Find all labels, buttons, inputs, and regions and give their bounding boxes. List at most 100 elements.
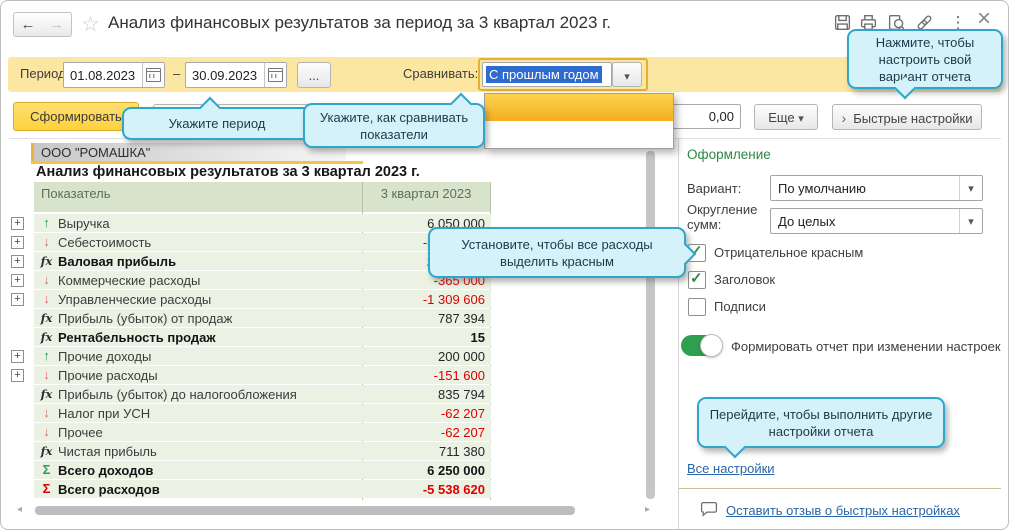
- tooltip-negative-red-text: Установите, чтобы все расходы выделить к…: [461, 236, 653, 269]
- more-button[interactable]: Еще: [754, 104, 818, 130]
- row-background: [34, 252, 491, 270]
- forward-button[interactable]: [42, 12, 72, 37]
- horizontal-scrollbar[interactable]: [35, 506, 575, 515]
- generate-button[interactable]: Сформировать: [13, 102, 139, 131]
- table-row[interactable]: Всего доходов 6 250 000: [11, 461, 491, 480]
- amount-input[interactable]: 0,00: [669, 104, 741, 129]
- table-row[interactable]: Прочие расходы -151 600: [11, 366, 491, 385]
- report-table: Выручка 6 050 000 Себестоимость -3 588 0…: [11, 214, 491, 499]
- dropdown-option[interactable]: [485, 94, 673, 121]
- company-name[interactable]: ООО "РОМАШКА": [41, 145, 151, 160]
- toggle-knob: [700, 334, 723, 357]
- chevron-down-icon[interactable]: [959, 176, 982, 200]
- expand-icon[interactable]: [11, 274, 24, 287]
- row-label: Валовая прибыль: [58, 254, 177, 269]
- row-type-icon: [38, 215, 55, 230]
- quick-settings-button[interactable]: Быстрые настройки: [832, 104, 982, 130]
- dropdown-option[interactable]: [485, 121, 673, 148]
- row-label: Прочие доходы: [58, 349, 152, 364]
- checkbox-option[interactable]: Заголовок: [688, 266, 863, 293]
- checkbox-option[interactable]: Подписи: [688, 293, 863, 320]
- expand-icon[interactable]: [11, 350, 24, 363]
- appearance-section-title: Оформление: [687, 147, 771, 162]
- table-row[interactable]: Валовая прибыль 2 462 000: [11, 252, 491, 271]
- report-title: Анализ финансовых результатов за 3 кварт…: [36, 164, 420, 180]
- close-icon[interactable]: [973, 9, 995, 31]
- feedback-link[interactable]: Оставить отзыв о быстрых настройках: [726, 503, 960, 518]
- row-type-icon: [38, 424, 55, 439]
- check-icon: [690, 269, 703, 287]
- expand-icon[interactable]: [11, 255, 24, 268]
- tooltip-compare: Укажите, как сравнивать показатели: [303, 92, 485, 148]
- panel-divider-vertical: [678, 139, 679, 529]
- calendar-glyph-icon: [268, 68, 283, 82]
- quick-settings-label: Быстрые настройки: [853, 111, 973, 126]
- row-value: 200 000: [438, 349, 485, 364]
- checkbox[interactable]: [688, 269, 706, 289]
- back-button[interactable]: [13, 12, 43, 37]
- table-row[interactable]: Налог при УСН -62 207: [11, 404, 491, 423]
- checkbox[interactable]: [688, 297, 706, 316]
- all-settings-link[interactable]: Все настройки: [687, 461, 775, 476]
- date-from-value: 01.08.2023: [70, 67, 136, 83]
- tooltip-other-settings-text: Перейдите, чтобы выполнить другие настро…: [709, 406, 933, 439]
- table-row[interactable]: Управленческие расходы -1 309 606: [11, 290, 491, 309]
- link-icon[interactable]: [915, 13, 937, 35]
- table-row[interactable]: Прибыль (убыток) до налогообложения 835 …: [11, 385, 491, 404]
- expand-icon[interactable]: [11, 236, 24, 249]
- checkbox-option[interactable]: Отрицательное красным: [688, 239, 863, 266]
- row-type-icon: [38, 386, 55, 401]
- chevron-down-icon: [798, 110, 804, 125]
- checkbox-label: Подписи: [714, 299, 766, 314]
- table-row[interactable]: Прочие доходы 200 000: [11, 347, 491, 366]
- table-row[interactable]: Себестоимость -3 588 000: [11, 233, 491, 252]
- auto-generate-toggle[interactable]: [681, 334, 723, 357]
- favorite-star-icon[interactable]: [81, 12, 100, 37]
- table-row[interactable]: Всего расходов -5 538 620: [11, 480, 491, 499]
- tooltip-other-settings: Перейдите, чтобы выполнить другие настро…: [697, 397, 945, 459]
- row-background: [34, 233, 491, 251]
- compare-combobox-focus-ring: [478, 58, 648, 91]
- table-row[interactable]: Рентабельность продаж 15: [11, 328, 491, 347]
- date-from-input[interactable]: 01.08.2023: [63, 62, 165, 88]
- auto-generate-toggle-label: Формировать отчет при изменении настроек: [731, 339, 1001, 354]
- compare-combobox[interactable]: С прошлым годом: [482, 62, 612, 87]
- table-row[interactable]: Прибыль (убыток) от продаж 787 394: [11, 309, 491, 328]
- table-row[interactable]: Чистая прибыль 711 380: [11, 442, 491, 461]
- expand-icon[interactable]: [11, 217, 24, 230]
- print-icon[interactable]: [859, 13, 881, 35]
- period-label: Период:: [20, 66, 70, 81]
- calendar-icon[interactable]: [264, 63, 286, 87]
- row-label: Выручка: [58, 216, 110, 231]
- row-background: [34, 461, 491, 479]
- variant-select[interactable]: По умолчанию: [770, 175, 983, 201]
- scroll-right-icon[interactable]: [645, 504, 650, 515]
- tooltip-compare-text: Укажите, как сравнивать показатели: [319, 109, 469, 142]
- rounding-select[interactable]: До целых: [770, 208, 983, 234]
- expand-icon[interactable]: [11, 293, 24, 306]
- row-background: [34, 442, 491, 460]
- table-row[interactable]: Прочее -62 207: [11, 423, 491, 442]
- calendar-icon[interactable]: [142, 63, 164, 87]
- date-to-input[interactable]: 30.09.2023: [185, 62, 287, 88]
- chevron-down-icon[interactable]: [959, 209, 982, 233]
- row-type-icon: [38, 367, 55, 382]
- row-type-icon: [38, 310, 55, 325]
- row-label: Управленческие расходы: [58, 292, 212, 307]
- page-title: Анализ финансовых результатов за период …: [108, 13, 611, 32]
- choose-period-button[interactable]: ...: [297, 62, 331, 88]
- row-label: Себестоимость: [58, 235, 152, 250]
- row-label: Прибыль (убыток) до налогообложения: [58, 387, 297, 402]
- row-background: [34, 480, 491, 498]
- row-background: [34, 309, 491, 327]
- column-header-indicator: Показатель: [41, 186, 111, 201]
- compare-dropdown-button[interactable]: [612, 62, 642, 87]
- vertical-scrollbar[interactable]: [646, 151, 655, 499]
- table-row[interactable]: Коммерческие расходы -365 000: [11, 271, 491, 290]
- column-header-period: 3 квартал 2023: [380, 186, 472, 201]
- row-type-icon: [38, 443, 55, 458]
- scroll-left-icon[interactable]: [17, 504, 22, 515]
- table-row[interactable]: Выручка 6 050 000: [11, 214, 491, 233]
- save-icon[interactable]: [833, 13, 855, 35]
- expand-icon[interactable]: [11, 369, 24, 382]
